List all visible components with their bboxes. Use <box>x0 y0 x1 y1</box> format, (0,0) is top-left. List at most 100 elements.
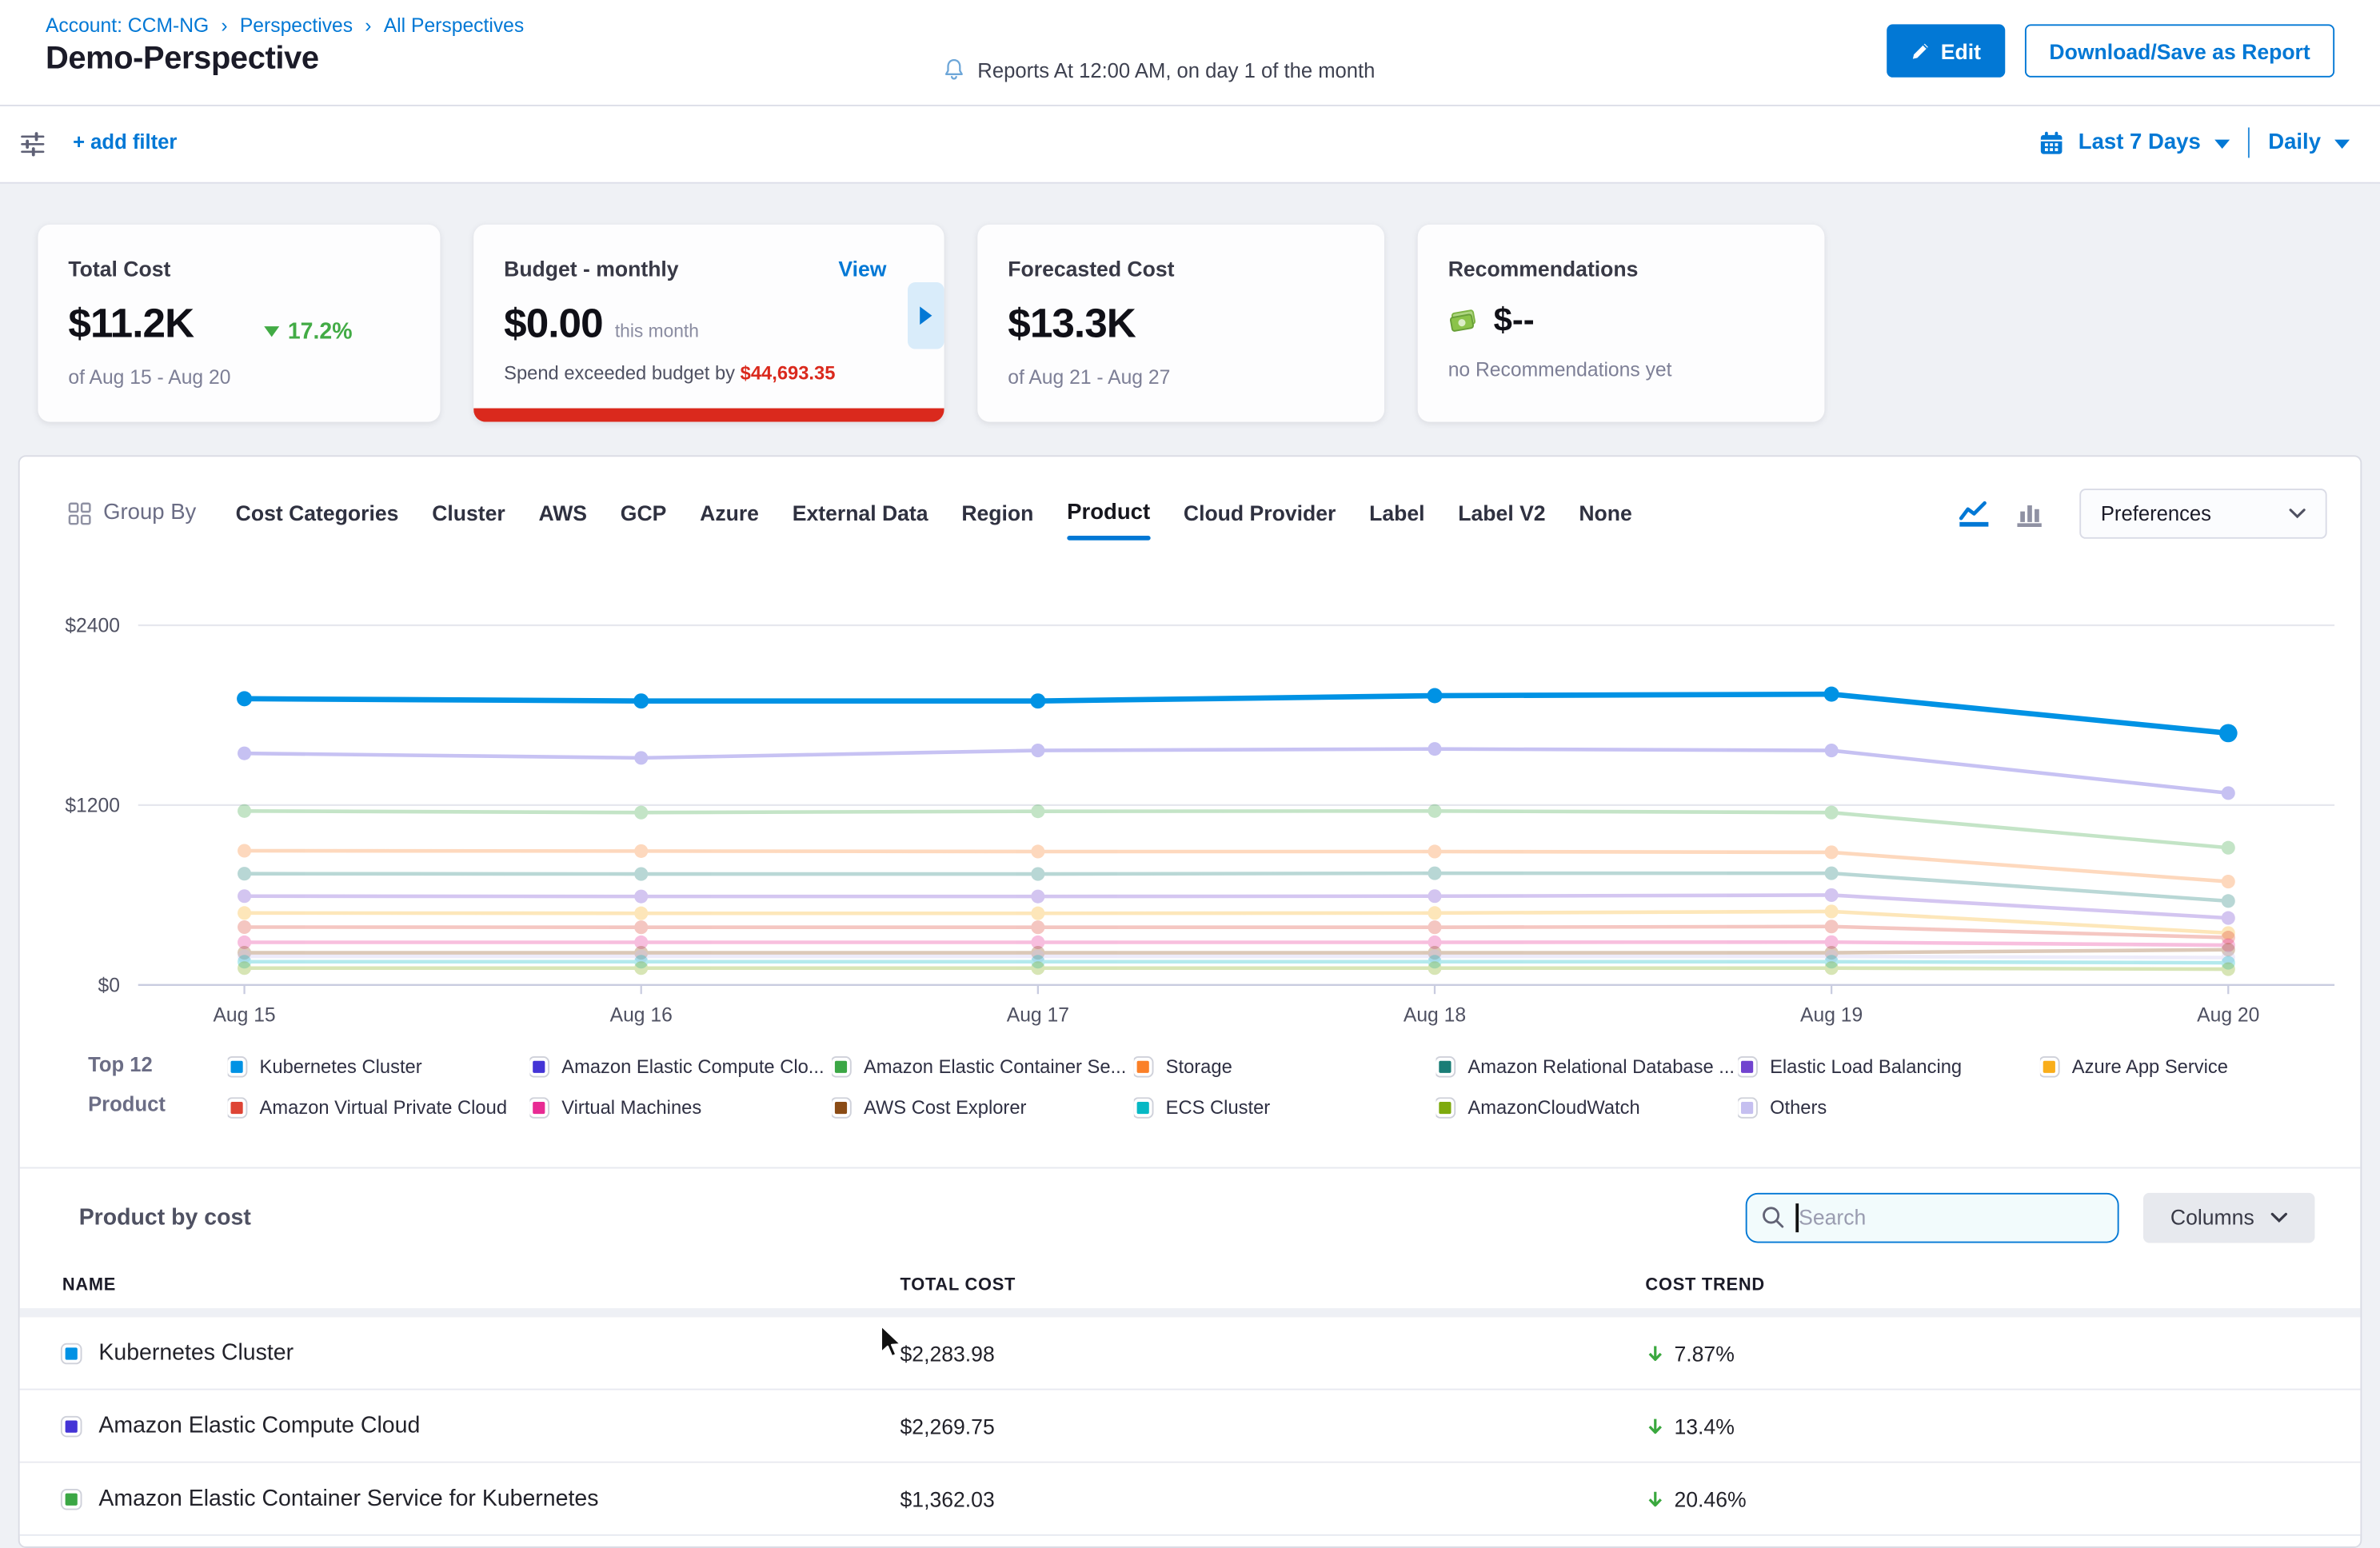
tab-product[interactable]: Product <box>1067 501 1150 525</box>
tab-cost-categories[interactable]: Cost Categories <box>236 501 399 525</box>
tab-azure[interactable]: Azure <box>700 501 759 525</box>
money-icon <box>1448 305 1480 334</box>
breadcrumb-link[interactable]: Account: CCM-NG <box>46 14 209 36</box>
chart-series-kubernetes-cluster <box>237 687 2238 743</box>
column-header[interactable]: COST TREND <box>1645 1276 2360 1295</box>
legend-items: Kubernetes Cluster Amazon Virtual Private… <box>228 1046 2342 1127</box>
group-by-label: Group By <box>68 501 196 525</box>
tab-label[interactable]: Label <box>1369 501 1424 525</box>
chevron-down-icon[interactable] <box>2214 140 2230 149</box>
legend-item[interactable]: ECS Cluster <box>1134 1096 1436 1118</box>
cost-trend-chart[interactable]: $0$1200$2400Aug 15Aug 16Aug 17Aug 18Aug … <box>62 601 2346 1041</box>
legend-swatch <box>1134 1057 1152 1075</box>
chart-series-amazon-elastic-compute-cloud <box>238 742 2235 800</box>
legend-item[interactable]: Virtual Machines <box>529 1096 832 1118</box>
search-input[interactable] <box>1746 1192 2119 1243</box>
text-caret <box>1795 1203 1798 1231</box>
chart-tools: Preferences <box>1957 488 2327 538</box>
budget-expander-button[interactable] <box>908 282 944 349</box>
recommendations-note: no Recommendations yet <box>1448 358 1795 381</box>
table-body: Kubernetes Cluster$2,283.987.87%Amazon E… <box>20 1317 2361 1535</box>
x-axis-tick: Aug 17 <box>1007 1004 1069 1026</box>
trend-value: 20.46% <box>1674 1486 1746 1510</box>
card-title: Recommendations <box>1448 257 1795 281</box>
column-header[interactable]: NAME <box>62 1276 900 1295</box>
card-title: Total Cost <box>68 257 409 281</box>
legend-item-label: Virtual Machines <box>561 1096 701 1118</box>
row-cost-trend: 7.87% <box>1645 1341 2360 1365</box>
budget-value-note: this month <box>615 320 699 341</box>
line-chart-toggle-icon[interactable] <box>1957 498 1992 527</box>
columns-button[interactable]: Columns <box>2143 1192 2314 1243</box>
preferences-dropdown[interactable]: Preferences <box>2079 488 2326 538</box>
tab-cluster[interactable]: Cluster <box>432 501 505 525</box>
trend-value: 7.87% <box>1674 1341 1734 1365</box>
trend-value: 13.4% <box>1674 1414 1734 1438</box>
x-axis-tick: Aug 20 <box>2197 1004 2259 1026</box>
budget-view-link[interactable]: View <box>838 257 886 281</box>
chevron-down-icon[interactable] <box>2334 140 2350 149</box>
date-range-selector[interactable]: Last 7 Days <box>2079 130 2201 154</box>
budget-exceeded-amount: $44,693.35 <box>741 363 836 385</box>
breadcrumb-link[interactable]: All Perspectives <box>384 14 525 36</box>
legend-item[interactable]: Azure App Service <box>2040 1055 2342 1077</box>
download-report-button[interactable]: Download/Save as Report <box>2025 24 2334 77</box>
triangle-right-icon <box>920 306 932 325</box>
column-header[interactable]: TOTAL COST <box>900 1276 1646 1295</box>
time-range-controls: Last 7 Days Daily <box>2039 127 2350 158</box>
tab-label-v2[interactable]: Label V2 <box>1458 501 1545 525</box>
breadcrumb-link[interactable]: Perspectives <box>240 14 353 36</box>
filter-toolbar: + add filter Last 7 Days Daily <box>0 106 2380 184</box>
legend-item[interactable]: Amazon Elastic Container Se... <box>832 1055 1134 1077</box>
legend-item[interactable]: Amazon Relational Database ... <box>1436 1055 1739 1077</box>
chart-series-virtual-machines <box>238 936 2235 952</box>
tab-external-data[interactable]: External Data <box>793 501 928 525</box>
legend-item-label: Elastic Load Balancing <box>1770 1055 1962 1077</box>
legend-item-label: Azure App Service <box>2072 1055 2228 1077</box>
budget-exceeded-text: Spend exceeded budget by $44,693.35 <box>504 363 913 385</box>
forecasted-cost-card: Forecasted Cost $13.3K of Aug 21 - Aug 2… <box>977 225 1384 422</box>
tab-gcp[interactable]: GCP <box>621 501 667 525</box>
chevron-down-icon <box>2271 1212 2288 1223</box>
legend-item-label: Storage <box>1166 1055 1232 1077</box>
group-by-row: Group By Cost Categories Cluster AWS GCP Azu… <box>68 484 2326 541</box>
table-row[interactable]: Amazon Elastic Compute Cloud$2,269.7513.… <box>20 1390 2361 1463</box>
bar-chart-toggle-icon[interactable] <box>2015 498 2045 527</box>
summary-cards: Total Cost $11.2K 17.2% of Aug 15 - Aug … <box>38 225 1824 422</box>
product-cost-table: NAMETOTAL COSTCOST TREND Kubernetes Clus… <box>20 1271 2361 1536</box>
legend-swatch <box>228 1098 246 1116</box>
legend-swatch <box>1134 1098 1152 1116</box>
legend-item[interactable]: Amazon Virtual Private Cloud <box>228 1096 530 1118</box>
table-row[interactable]: Amazon Elastic Container Service for Kub… <box>20 1463 2361 1536</box>
edit-button[interactable]: Edit <box>1886 24 2005 77</box>
add-filter-button[interactable]: + add filter <box>73 130 177 153</box>
legend-item-label: AWS Cost Explorer <box>864 1096 1026 1118</box>
legend-item[interactable]: Storage <box>1134 1055 1436 1077</box>
legend-swatch <box>1738 1098 1756 1116</box>
report-schedule-note: Reports At 12:00 AM, on day 1 of the mon… <box>943 58 1376 82</box>
perspective-panel: Group By Cost Categories Cluster AWS GCP Azu… <box>18 455 2362 1548</box>
section-title: Product by cost <box>79 1204 251 1230</box>
legend-item[interactable]: Kubernetes Cluster <box>228 1055 530 1077</box>
tab-none[interactable]: None <box>1579 501 1631 525</box>
table-header-row: NAMETOTAL COSTCOST TREND <box>20 1271 2361 1318</box>
forecasted-cost-period: of Aug 21 - Aug 27 <box>1008 365 1354 388</box>
legend-swatch <box>832 1057 850 1075</box>
table-row[interactable]: Kubernetes Cluster$2,283.987.87% <box>20 1317 2361 1390</box>
breadcrumb: Account: CCM-NG›Perspectives›All Perspec… <box>46 14 524 36</box>
tab-aws[interactable]: AWS <box>538 501 587 525</box>
tab-cloud-provider[interactable]: Cloud Provider <box>1184 501 1336 525</box>
row-name-cell: Kubernetes Cluster <box>62 1340 900 1366</box>
legend-item[interactable]: Elastic Load Balancing <box>1738 1055 2040 1077</box>
legend-item[interactable]: AmazonCloudWatch <box>1436 1096 1739 1118</box>
arrow-down-icon <box>1645 1415 1665 1437</box>
legend-item[interactable]: Amazon Elastic Compute Clo... <box>529 1055 832 1077</box>
forecasted-cost-value: $13.3K <box>1008 301 1136 348</box>
chart-series-azure-app-service <box>238 904 2235 940</box>
legend-item[interactable]: Others <box>1738 1096 2040 1118</box>
legend-item[interactable]: AWS Cost Explorer <box>832 1096 1134 1118</box>
report-schedule-text: Reports At 12:00 AM, on day 1 of the mon… <box>977 58 1375 81</box>
granularity-selector[interactable]: Daily <box>2268 130 2321 154</box>
filter-sliders-icon[interactable] <box>20 132 46 164</box>
tab-region[interactable]: Region <box>961 501 1033 525</box>
